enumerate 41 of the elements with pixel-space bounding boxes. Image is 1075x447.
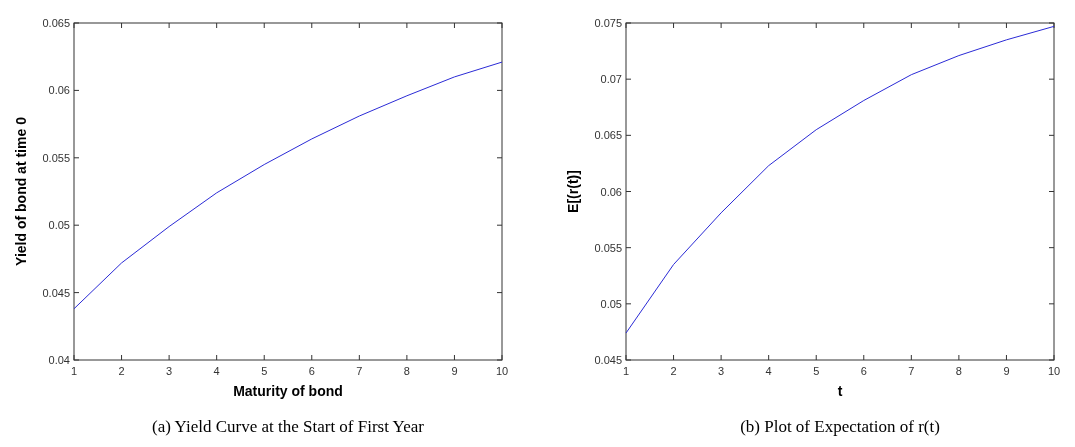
x-tick-label: 1 — [70, 365, 78, 377]
x-tick-label: 9 — [451, 365, 458, 377]
x-tick-label: 5 — [813, 365, 820, 377]
x-tick-label: 10 — [1047, 365, 1061, 377]
x-tick-label: 1 — [622, 365, 630, 377]
y-tick-label: 0.04 — [48, 354, 70, 366]
x-tick-label: 3 — [166, 365, 173, 377]
y-tick-label: 0.07 — [600, 73, 622, 86]
y-tick-label: 0.06 — [48, 84, 70, 97]
y-axis-title: Yield of bond at time 0 — [13, 116, 29, 266]
x-tick-label: 10 — [495, 365, 509, 377]
text: (a) Yield Curve at the Start of First Year — [152, 417, 425, 436]
y-axis-title: E[(r(t)] — [565, 170, 581, 213]
x-tick-label: 7 — [908, 365, 915, 377]
x-tick-label: 4 — [765, 365, 772, 377]
x-tick-label: 6 — [308, 365, 315, 377]
x-tick-label: 4 — [213, 365, 220, 377]
y-tick-label: 0.06 — [600, 185, 622, 198]
text: (b) Plot of Expectation of r(t) — [740, 417, 940, 436]
y-tick-label: 0.05 — [48, 219, 70, 232]
y-tick-label: 0.075 — [594, 17, 622, 29]
y-tick-label: 0.05 — [600, 297, 622, 310]
y-tick-label: 0.055 — [42, 151, 70, 164]
line-series — [73, 61, 503, 310]
y-tick-label: 0.045 — [42, 286, 70, 299]
x-tick-label: 3 — [718, 365, 725, 377]
x-tick-label: 5 — [261, 365, 268, 377]
x-tick-label: 2 — [670, 365, 677, 377]
x-tick-label: 2 — [118, 365, 125, 377]
x-tick-label: 6 — [860, 365, 867, 377]
x-tick-label: 7 — [356, 365, 363, 377]
y-tick-label: 0.065 — [42, 17, 70, 29]
line-series — [625, 25, 1055, 334]
y-tick-label: 0.065 — [594, 129, 622, 142]
y-tick-label: 0.055 — [594, 241, 622, 254]
y-tick-label: 0.045 — [594, 354, 622, 366]
x-axis-title: Maturity of bond — [233, 383, 343, 399]
x-axis-title: t — [837, 383, 843, 399]
x-tick-label: 8 — [955, 365, 962, 377]
x-tick-label: 8 — [403, 365, 410, 377]
x-tick-label: 9 — [1003, 365, 1010, 377]
